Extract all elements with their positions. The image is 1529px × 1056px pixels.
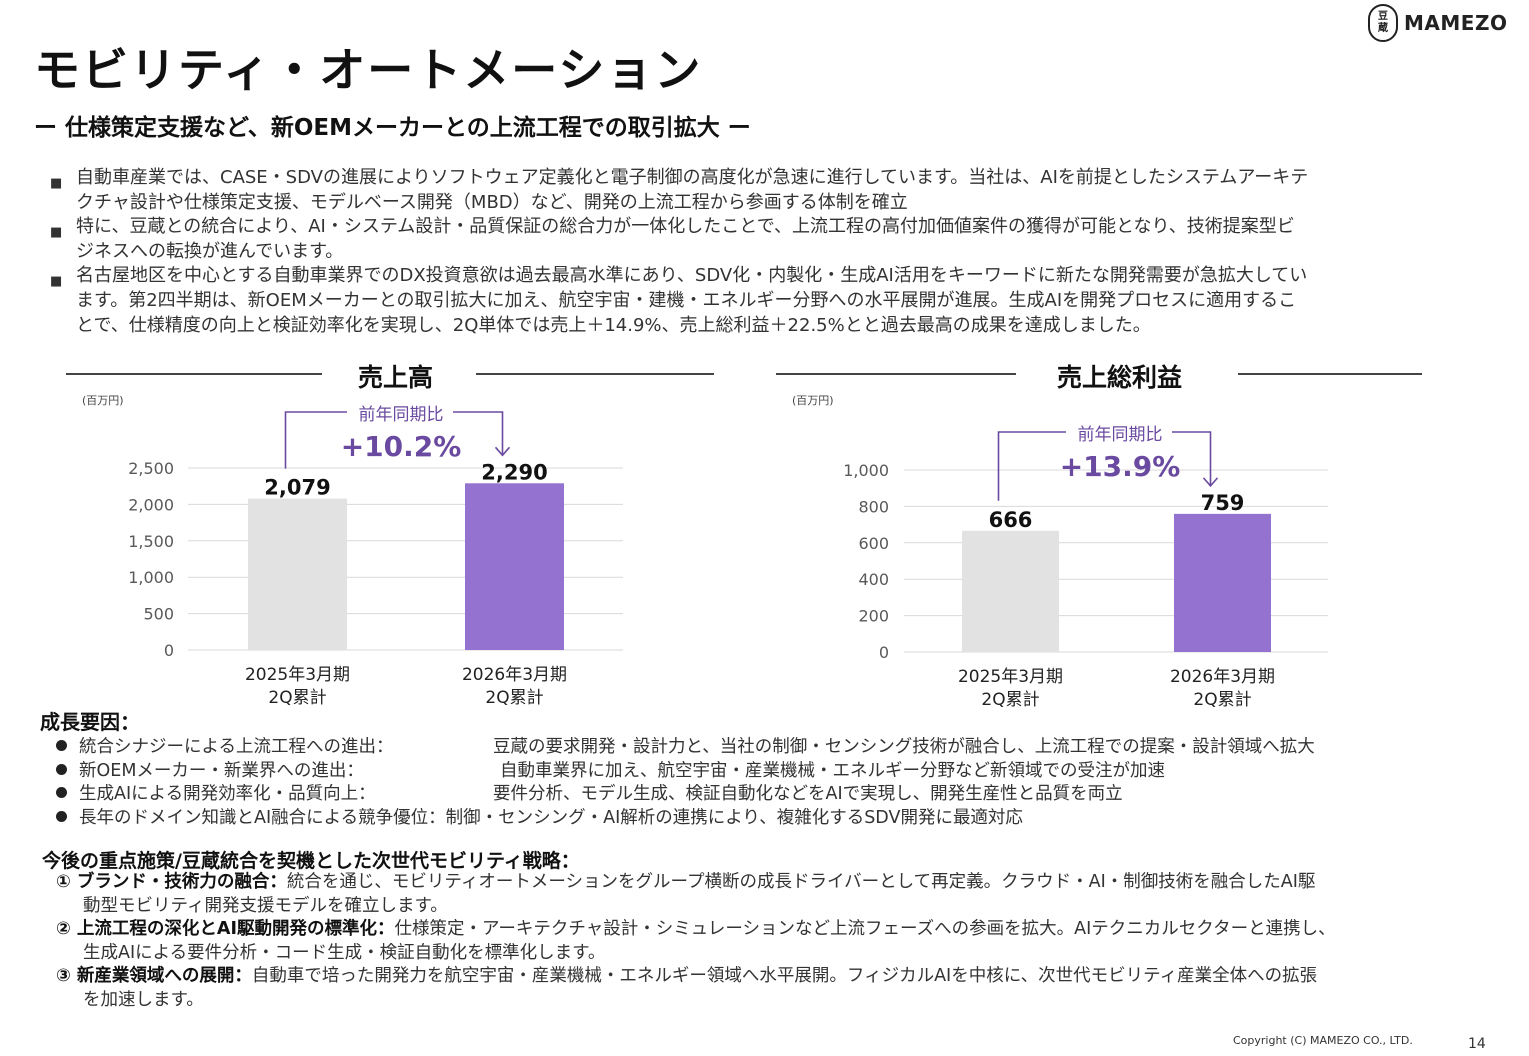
page-number: 14 [1468,1036,1486,1052]
connector-line [1172,431,1212,486]
data-label: 666 [989,508,1033,532]
chart-unit-label: (百万円) [792,394,834,407]
bar [1174,513,1271,652]
strategy-heading: ① ブランド・技術力の融合： [56,872,287,892]
connector-line [453,411,504,456]
growth-factor-item: 生成AIによる開発効率化・品質向上： [56,780,376,805]
logo-wordmark: MAMEZO [1404,11,1508,35]
company-logo: 豆 蔵 MAMEZO [1368,4,1507,42]
copyright: Copyright (C) MAMEZO CO., LTD. [1233,1034,1413,1047]
strategy-item: ② 上流工程の深化とAI駆動開発の標準化：仕様策定・アーキテクチャ設計・シミュレ… [56,919,1336,963]
data-label: 2,079 [264,476,330,500]
square-bullet-icon: ■ [50,274,63,290]
yoy-label: 前年同期比 [1078,425,1163,445]
y-tick-label: 2,000 [128,495,174,514]
y-tick-label: 1,000 [843,461,889,480]
bullet-dot-icon [56,764,67,775]
growth-factor-desc: 豆蔵の要求開発・設計力と、当社の制御・センシング技術が融合し、上流工程での提案・… [493,737,1315,757]
growth-factor-item: 新OEMメーカー・新業界への進出： [56,757,364,782]
yoy-value: +13.9% [1060,450,1181,483]
growth-factor-item: 長年のドメイン知識とAI融合による競争優位：制御・センシング・AI解析の連携によ… [56,804,1023,829]
strategy-heading: ② 上流工程の深化とAI駆動開発の標準化： [56,919,395,939]
page-subtitle: ー 仕様策定支援など、新OEMメーカーとの上流工程での取引拡大 ー [34,115,751,141]
connector-line [997,431,1066,501]
growth-factor-desc: 要件分析、モデル生成、検証自動化などをAIで実現し、開発生産性と品質を両立 [493,784,1123,804]
arrow-down-icon [494,446,511,457]
y-tick-label: 1,000 [128,568,174,587]
square-bullet-icon: ■ [50,176,63,191]
bullet-dot-icon [56,740,67,751]
chart-heading-rule-right [476,373,714,375]
summary-bullet: ■ 名古屋地区を中心とする自動車業界でのDX投資意欲は過去最高水準にあり、SDV… [50,265,1308,336]
chart-heading-rule-left [66,373,322,375]
connector-line [284,411,347,469]
yoy-value: +10.2% [341,430,462,463]
strategy-item: ① ブランド・技術力の融合：統合を通じ、モビリティオートメーションをグループ横断… [56,872,1316,916]
y-tick-label: 600 [858,534,889,553]
x-tick-label: 2Q累計 [1193,690,1251,710]
growth-factor-desc: 自動車業界に加え、航空宇宙・産業機械・エネルギー分野など新領域での受注が加速 [500,761,1165,781]
bar [465,483,564,650]
page-title: モビリティ・オートメーション [34,43,703,97]
chart-title-gross-profit: 売上総利益 [1057,363,1183,392]
summary-bullet: ■ 特に、豆蔵との統合により、AI・システム設計・品質保証の総合力が一体化したこ… [50,216,1295,262]
x-tick-label: 2Q累計 [485,688,543,708]
x-tick-label: 2Q累計 [981,690,1039,710]
yoy-label: 前年同期比 [359,405,444,425]
data-label: 759 [1201,491,1245,515]
strategy-heading: ③ 新産業領域への展開： [56,966,252,986]
x-tick-label: 2025年3月期 [958,667,1063,687]
strategy-item: ③ 新産業領域への展開：自動車で培った開発力を航空宇宙・産業機械・エネルギー領域… [56,966,1318,1010]
y-tick-label: 200 [858,607,889,626]
x-tick-label: 2Q累計 [268,688,326,708]
x-tick-label: 2026年3月期 [462,665,567,685]
growth-factor-item: 統合シナジーによる上流工程への進出： [56,733,393,758]
bullet-dot-icon [56,811,67,822]
sales-bar-chart: 0 500 1,000 1,500 2,000 2,500 2,079 2025年3月期 2Q累… [128,405,623,708]
bar [248,498,347,650]
y-tick-label: 500 [143,605,174,624]
strategy-title: 今後の重点施策/豆蔵統合を契機とした次世代モビリティ戦略： [42,850,580,872]
x-tick-label: 2026年3月期 [1170,667,1275,687]
chart-heading-rule-left [776,373,1016,375]
y-tick-label: 400 [858,570,889,589]
summary-bullet: ■ 自動車産業では、CASE・SDVの進展によりソフトウェア定義化と電子制御の高… [50,167,1309,213]
y-tick-label: 800 [858,497,889,516]
square-bullet-icon: ■ [50,225,63,241]
chart-heading-rule-right [1238,373,1422,375]
bullet-dot-icon [56,787,67,798]
logo-mark-icon: 豆 蔵 [1368,4,1398,42]
y-tick-label: 2,500 [128,459,174,478]
bar [962,530,1059,652]
summary-bullets: ■ 自動車産業では、CASE・SDVの進展によりソフトウェア定義化と電子制御の高… [46,166,1496,338]
chart-title-sales: 売上高 [358,363,434,392]
data-label: 2,290 [481,460,547,484]
gross-profit-bar-chart: 0 200 400 600 800 1,000 666 2025年3月期 2Q累計 759 2026… [843,425,1328,710]
y-tick-label: 0 [164,641,174,660]
y-tick-label: 1,500 [128,532,174,551]
x-tick-label: 2025年3月期 [245,665,350,685]
growth-factors-title: 成長要因： [40,710,140,734]
arrow-down-icon [1202,477,1219,488]
y-tick-label: 0 [879,643,889,662]
chart-unit-label: (百万円) [82,394,124,407]
